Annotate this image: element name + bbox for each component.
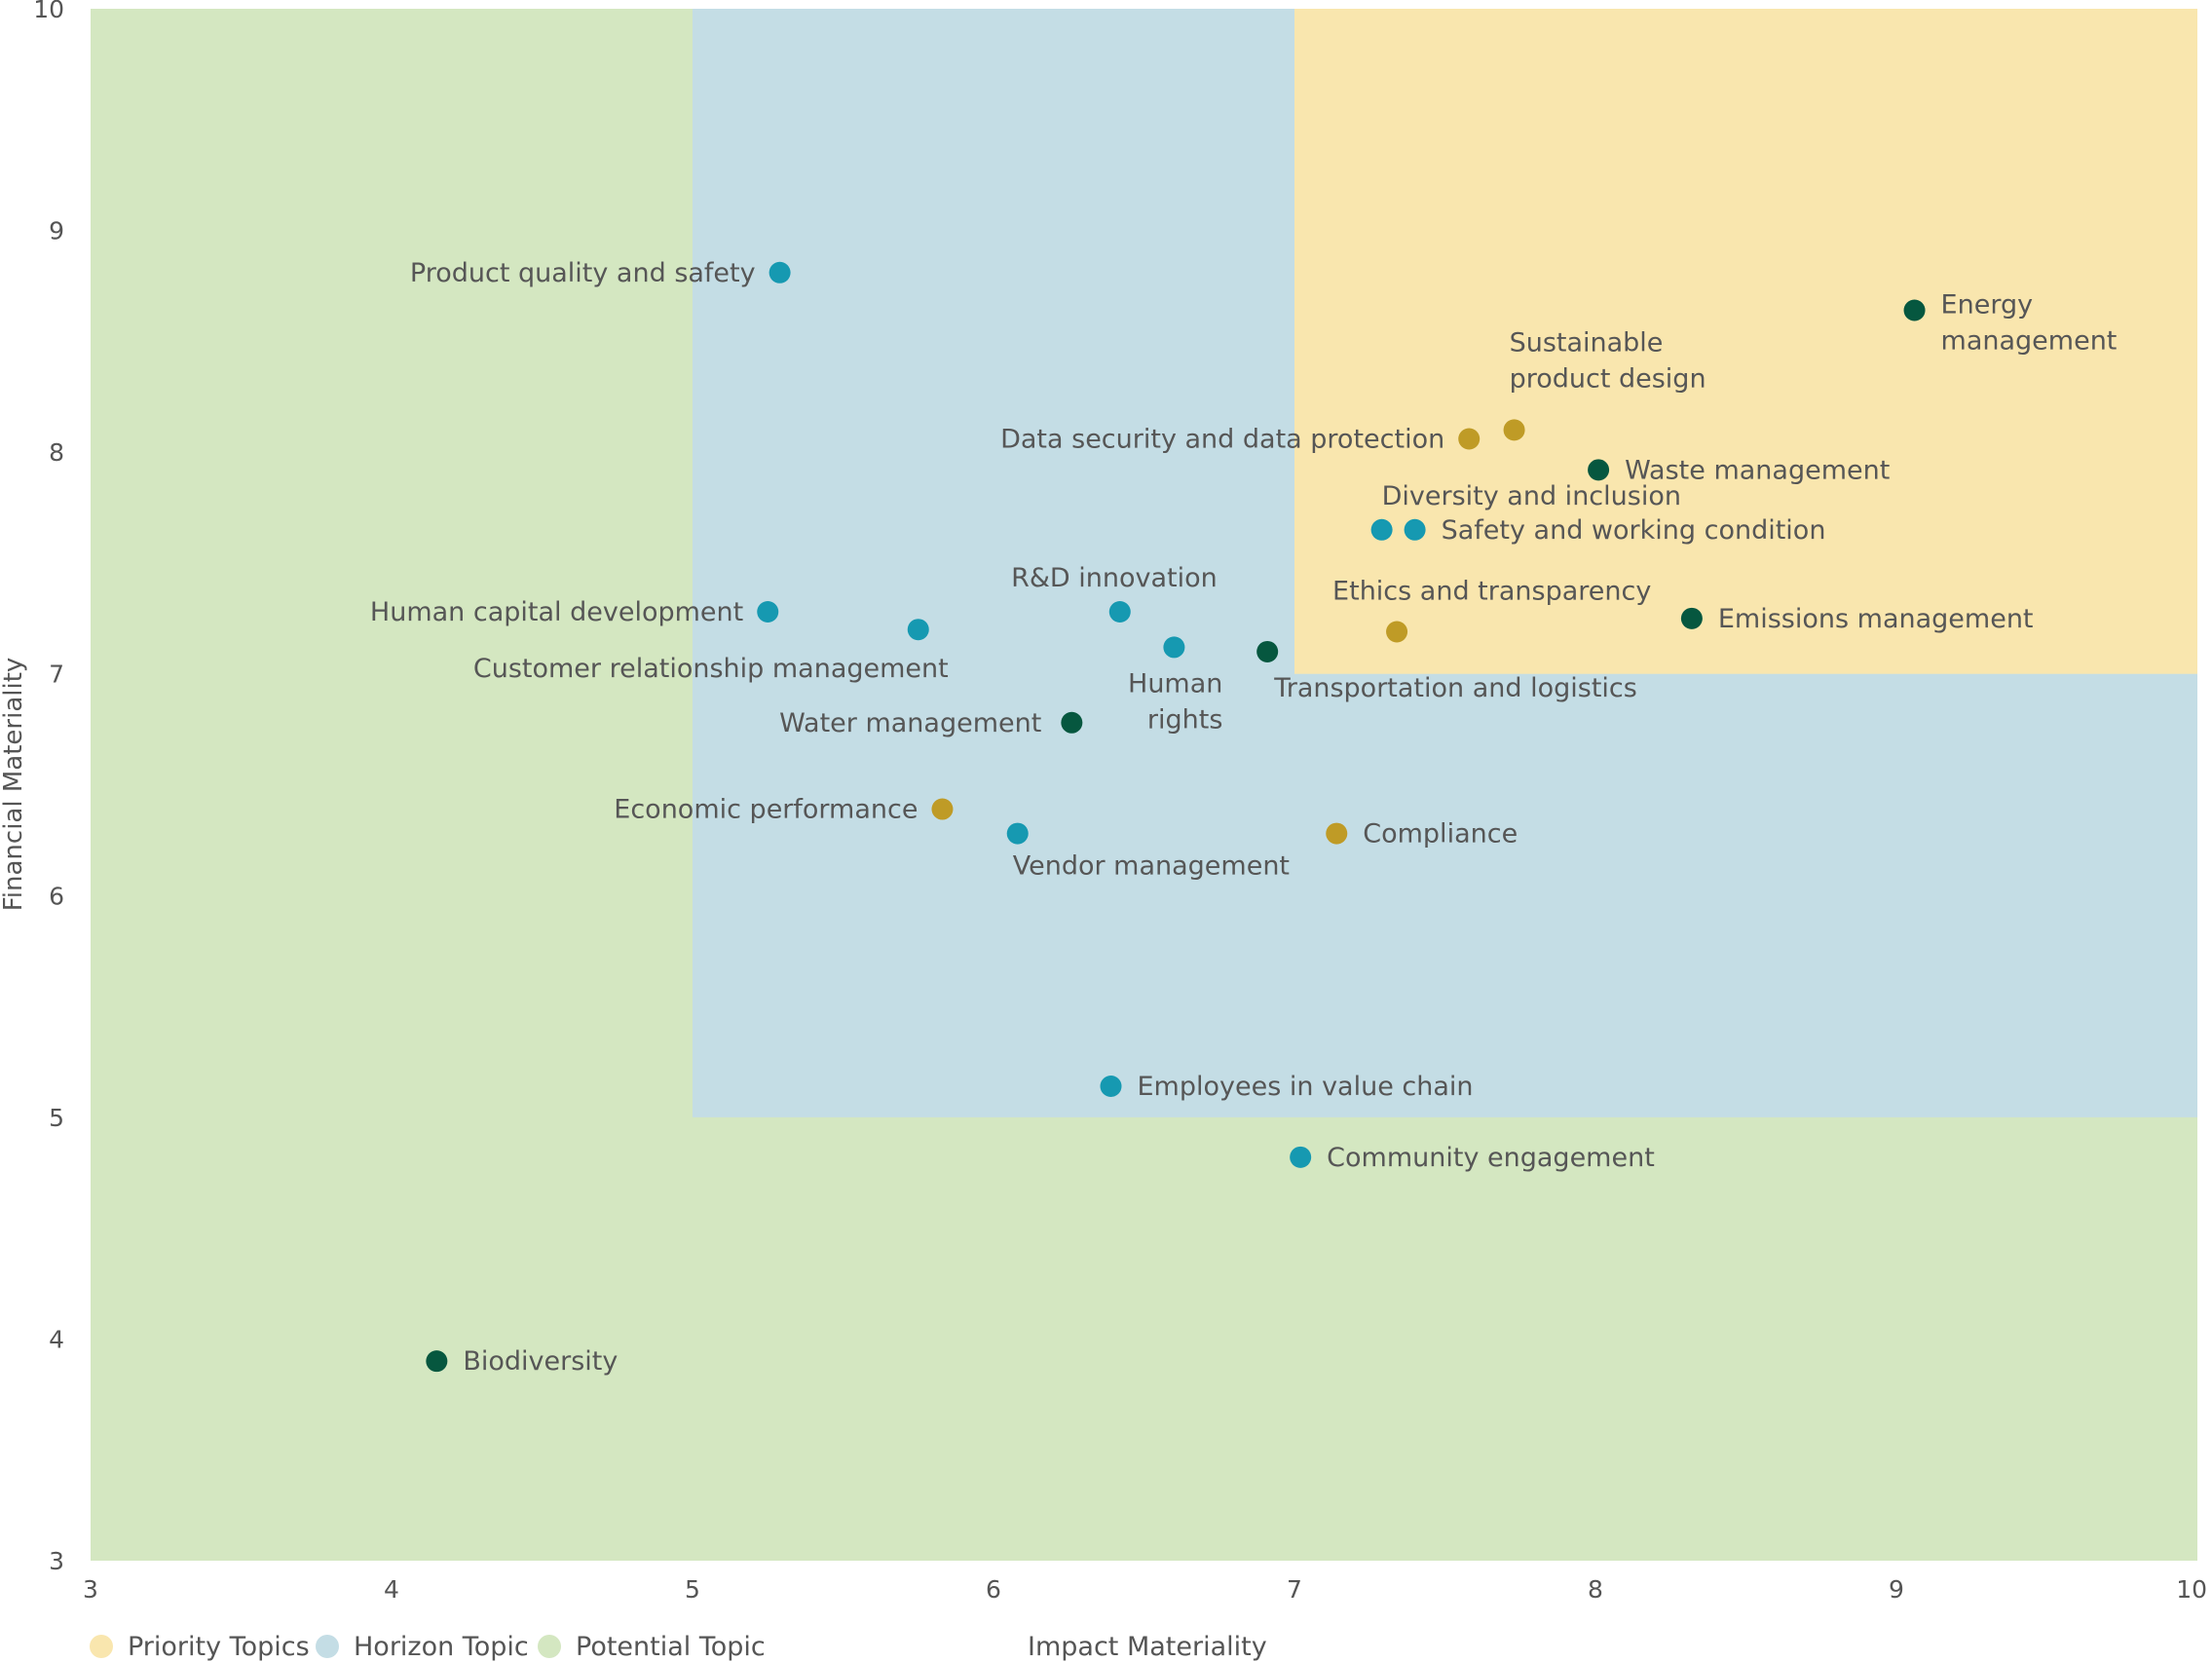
data-label: Biodiversity	[463, 1346, 618, 1377]
data-label: Customer relationship management	[473, 654, 949, 684]
data-label: Data security and data protection	[1000, 424, 1444, 454]
data-point-group: Ethics and transparency	[1332, 576, 1651, 643]
data-point-group: Economic performance	[614, 795, 954, 825]
data-point-group: Transportation and logistics	[1256, 640, 1637, 703]
y-tick-label: 5	[49, 1104, 64, 1132]
data-point-group: Community engagement	[1290, 1143, 1655, 1173]
data-point-group: Waste management	[1588, 455, 1890, 485]
data-point-group: Sustainable product design	[1503, 327, 1706, 441]
data-point	[757, 600, 779, 623]
y-tick-label: 7	[49, 661, 64, 689]
data-point-group: Employees in value chain	[1100, 1072, 1474, 1102]
data-point-group: Human capital development	[370, 597, 779, 627]
data-point-group: R&D innovation	[1011, 563, 1218, 623]
data-label: Emissions management	[1718, 604, 2034, 634]
data-label: Human capital development	[370, 597, 743, 627]
y-axis-label: Financial Materiality	[0, 658, 28, 912]
data-point-group: Compliance	[1326, 819, 1518, 850]
data-point	[1503, 419, 1525, 441]
data-point-group: Safety and working condition	[1404, 515, 1826, 546]
data-point	[1458, 428, 1481, 450]
data-point	[1006, 822, 1029, 845]
legend-label: Horizon Topic	[354, 1632, 529, 1662]
legend-swatch	[90, 1635, 113, 1658]
data-point-group: Energy management	[1903, 289, 2118, 356]
data-point-group: Data security and data protection	[1000, 424, 1481, 454]
data-label: Sustainable product design	[1510, 327, 1706, 394]
data-label: Economic performance	[614, 795, 918, 825]
x-tick-label: 6	[986, 1575, 1001, 1604]
y-tick-label: 9	[49, 217, 64, 246]
data-point	[1404, 518, 1426, 541]
data-point	[931, 798, 954, 820]
data-point	[1326, 822, 1348, 845]
data-point	[1290, 1146, 1312, 1168]
data-point	[1100, 1075, 1122, 1097]
data-point	[1163, 636, 1185, 659]
data-label: Employees in value chain	[1138, 1072, 1474, 1102]
data-points: Energy management Sustainable product desig…	[370, 258, 2117, 1377]
y-axis-ticks: 3 4 5 6 7 8 9 10	[33, 0, 64, 1575]
data-point	[907, 619, 929, 641]
data-point	[769, 261, 791, 283]
legend-label: Potential Topic	[576, 1632, 766, 1662]
data-point-group: Customer relationship management	[473, 619, 949, 684]
data-point-group: Biodiversity	[426, 1346, 618, 1377]
data-point	[1386, 621, 1408, 643]
data-label: Community engagement	[1327, 1143, 1655, 1173]
y-tick-label: 8	[49, 438, 64, 467]
data-label: Vendor management	[1013, 851, 1290, 882]
data-point	[1256, 640, 1279, 662]
x-tick-label: 10	[2176, 1575, 2207, 1604]
data-point-group: Product quality and safety	[410, 258, 791, 288]
legend-swatch	[316, 1635, 339, 1658]
data-label: Water management	[779, 708, 1041, 738]
x-tick-label: 3	[83, 1575, 98, 1604]
data-label: Compliance	[1363, 819, 1518, 850]
data-point-group: Human rights	[1128, 636, 1222, 735]
x-axis-ticks: 3 4 5 6 7 8 9 10	[83, 1575, 2207, 1604]
x-tick-label: 9	[1889, 1575, 1904, 1604]
x-axis-label: Impact Materiality	[1028, 1632, 1267, 1662]
region-priority-topics	[1294, 9, 2197, 674]
data-label: Human rights	[1128, 668, 1222, 735]
data-label: R&D innovation	[1011, 563, 1218, 593]
y-tick-label: 6	[49, 882, 64, 910]
data-point	[1370, 518, 1393, 541]
data-label: Safety and working condition	[1442, 515, 1826, 546]
data-label: Waste management	[1625, 455, 1890, 485]
x-tick-label: 7	[1287, 1575, 1302, 1604]
data-point	[1061, 711, 1083, 734]
data-point	[1108, 600, 1131, 623]
data-point	[1588, 459, 1610, 481]
x-tick-label: 4	[384, 1575, 399, 1604]
data-label: Diversity and inclusion	[1382, 481, 1681, 511]
data-point	[1680, 607, 1703, 629]
y-tick-label: 4	[49, 1325, 64, 1353]
data-label: Ethics and transparency	[1332, 576, 1651, 606]
legend-label: Priority Topics	[128, 1632, 310, 1662]
legend: Priority Topics Horizon Topic Potential To…	[90, 1632, 766, 1662]
data-point-group: Emissions management	[1680, 604, 2034, 634]
data-label: Product quality and safety	[410, 258, 756, 288]
quadrant-regions	[91, 9, 2197, 1561]
data-label: Energy management	[1941, 289, 2118, 356]
legend-swatch	[538, 1635, 561, 1658]
x-tick-label: 5	[685, 1575, 700, 1604]
data-label: Transportation and logistics	[1273, 673, 1637, 703]
data-point-group: Diversity and inclusion	[1370, 481, 1681, 541]
data-point	[1903, 299, 1926, 321]
data-point-group: Vendor management	[1006, 822, 1290, 882]
x-tick-label: 8	[1588, 1575, 1603, 1604]
y-tick-label: 3	[49, 1547, 64, 1575]
y-tick-label: 10	[33, 0, 64, 23]
data-point-group: Water management	[779, 708, 1083, 738]
data-point	[426, 1350, 448, 1373]
